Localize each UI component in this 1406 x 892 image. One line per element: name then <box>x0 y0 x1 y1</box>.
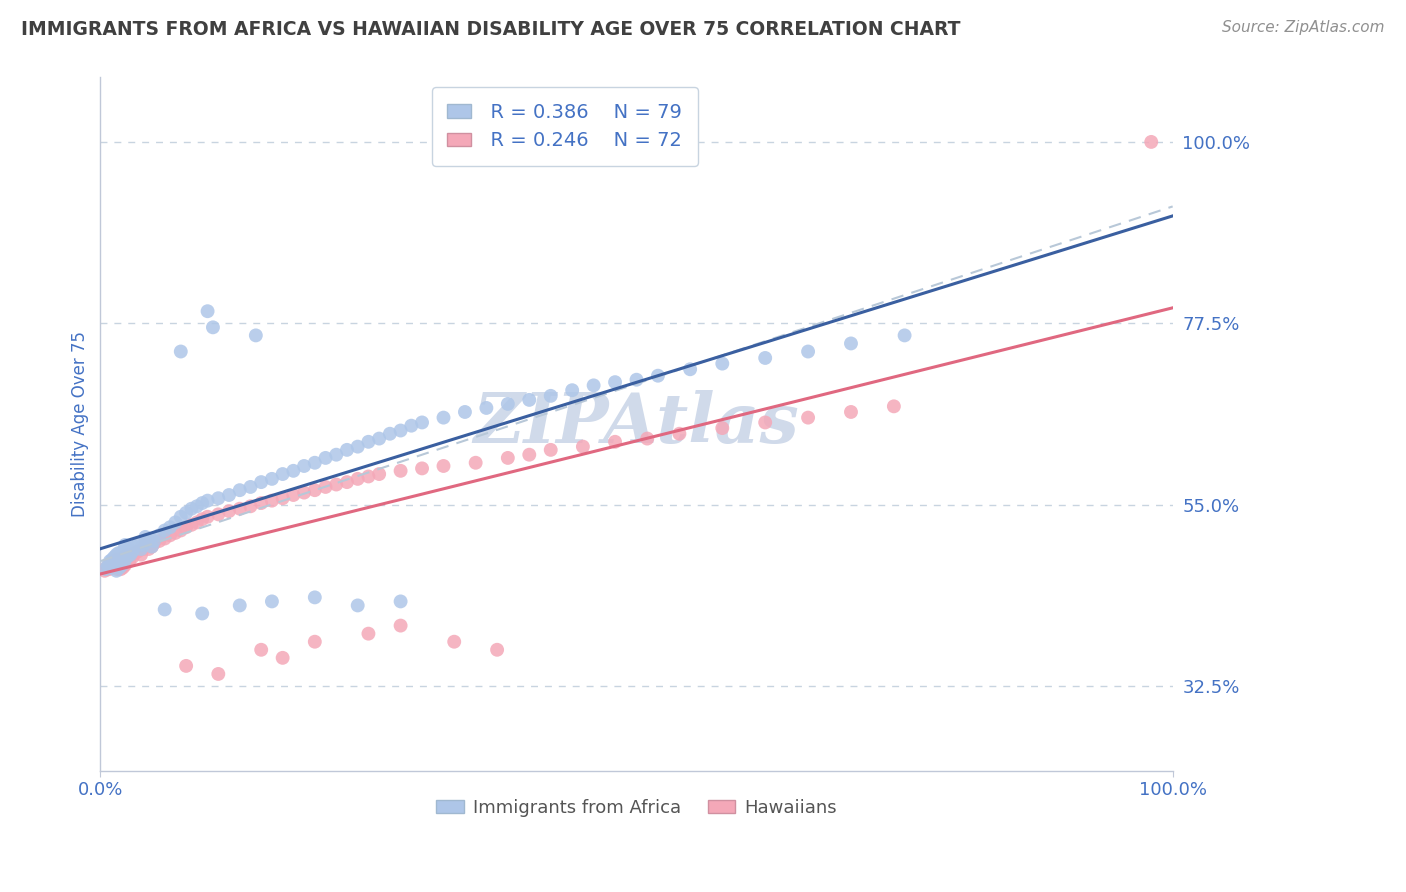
Point <box>346 472 368 486</box>
Point <box>411 416 433 430</box>
Point <box>245 328 267 343</box>
Point <box>107 558 129 573</box>
Point <box>432 458 454 473</box>
Text: ZIPAtlas: ZIPAtlas <box>474 391 800 458</box>
Point <box>357 626 380 640</box>
Point <box>475 401 498 415</box>
Point <box>118 554 141 568</box>
Point <box>98 558 121 573</box>
Point <box>283 464 305 478</box>
Point <box>129 541 152 556</box>
Point <box>93 564 115 578</box>
Legend: Immigrants from Africa, Hawaiians: Immigrants from Africa, Hawaiians <box>429 791 844 824</box>
Point <box>143 533 166 548</box>
Point <box>336 442 359 457</box>
Point <box>797 410 820 425</box>
Point <box>271 467 294 481</box>
Point <box>191 512 214 526</box>
Point <box>159 528 181 542</box>
Point <box>496 450 519 465</box>
Point <box>239 500 262 514</box>
Point <box>97 560 120 574</box>
Point <box>127 536 149 550</box>
Point <box>112 556 135 570</box>
Point <box>540 442 562 457</box>
Point <box>389 424 412 438</box>
Point <box>111 544 134 558</box>
Point <box>148 533 170 548</box>
Point <box>336 475 359 489</box>
Point <box>368 432 391 446</box>
Point <box>141 540 163 554</box>
Point <box>229 599 252 613</box>
Point <box>94 562 117 576</box>
Point <box>165 516 187 530</box>
Point <box>464 456 486 470</box>
Point <box>143 536 166 550</box>
Point <box>111 560 134 574</box>
Point <box>218 488 240 502</box>
Point <box>191 607 214 621</box>
Point <box>97 558 120 573</box>
Point <box>186 516 208 530</box>
Point <box>486 642 509 657</box>
Point <box>411 461 433 475</box>
Point <box>207 508 229 522</box>
Point <box>378 426 401 441</box>
Point <box>100 560 122 574</box>
Point <box>754 416 776 430</box>
Point <box>186 500 208 514</box>
Point <box>134 538 156 552</box>
Point <box>115 550 138 565</box>
Point <box>668 426 690 441</box>
Point <box>679 362 702 376</box>
Point <box>572 440 595 454</box>
Point <box>260 594 283 608</box>
Point <box>207 491 229 506</box>
Point <box>389 594 412 608</box>
Point <box>103 550 125 565</box>
Point <box>260 493 283 508</box>
Point <box>148 528 170 542</box>
Text: Source: ZipAtlas.com: Source: ZipAtlas.com <box>1222 20 1385 35</box>
Point <box>443 634 465 648</box>
Point <box>101 556 124 570</box>
Point <box>797 344 820 359</box>
Point <box>260 472 283 486</box>
Text: IMMIGRANTS FROM AFRICA VS HAWAIIAN DISABILITY AGE OVER 75 CORRELATION CHART: IMMIGRANTS FROM AFRICA VS HAWAIIAN DISAB… <box>21 20 960 38</box>
Point <box>174 506 197 520</box>
Point <box>229 483 252 498</box>
Point <box>389 464 412 478</box>
Point <box>124 540 146 554</box>
Point <box>454 405 477 419</box>
Point <box>174 520 197 534</box>
Point <box>110 562 132 576</box>
Point <box>107 562 129 576</box>
Point <box>120 548 142 562</box>
Point <box>883 400 905 414</box>
Point <box>105 564 128 578</box>
Point <box>153 524 176 538</box>
Point <box>159 520 181 534</box>
Point <box>357 434 380 449</box>
Point <box>207 667 229 681</box>
Point <box>107 546 129 560</box>
Point <box>197 304 219 318</box>
Point <box>346 440 368 454</box>
Point <box>229 501 252 516</box>
Point <box>191 496 214 510</box>
Point <box>711 421 734 435</box>
Point <box>170 344 193 359</box>
Point <box>325 448 347 462</box>
Point <box>110 554 132 568</box>
Point <box>239 480 262 494</box>
Point <box>165 525 187 540</box>
Point <box>432 410 454 425</box>
Point <box>517 448 540 462</box>
Point <box>271 650 294 665</box>
Point <box>114 538 136 552</box>
Point <box>368 467 391 481</box>
Point <box>283 488 305 502</box>
Point <box>129 548 152 562</box>
